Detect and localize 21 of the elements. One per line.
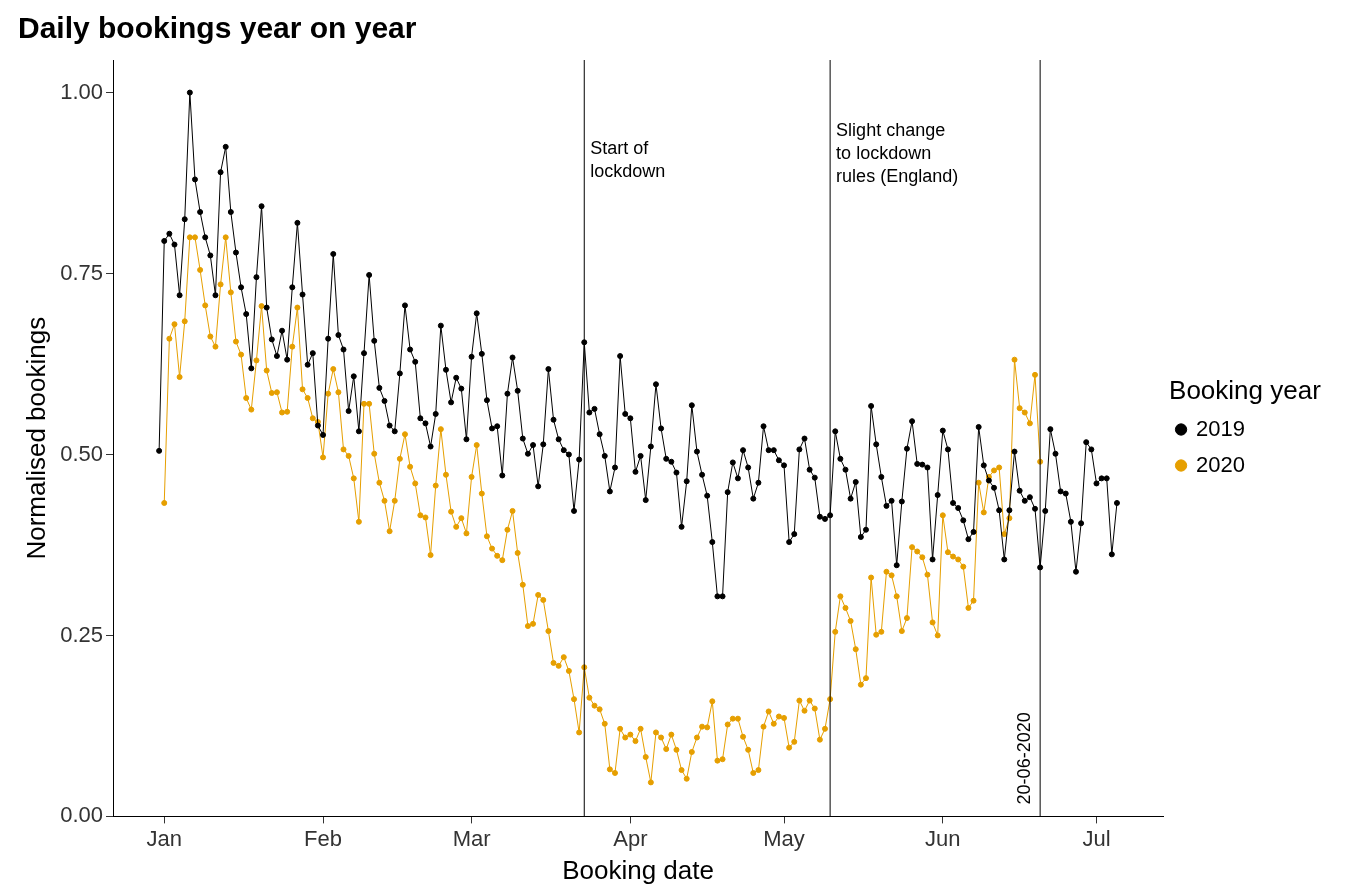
ref-line-label: Slight change to lockdown rules (England) [836,119,959,186]
legend-label: 2020 [1196,451,1246,477]
ref-line-label: Start of lockdown [590,137,666,181]
x-tick-label: Feb [304,825,342,851]
legend-label: 2019 [1196,415,1246,441]
x-tick-label: May [763,825,805,851]
x-tick-label: Jul [1082,825,1111,851]
x-tick-label: Apr [613,825,648,851]
chart-title: Daily bookings year on year [18,11,417,45]
y-tick-label: 1.00 [60,78,104,104]
y-tick-label: 0.25 [60,621,104,647]
legend-title: Booking year [1169,374,1322,405]
y-tick-label: 0.75 [60,259,104,285]
x-axis-title: Booking date [562,854,714,885]
y-tick-label: 0.00 [60,802,104,828]
y-tick-label: 0.50 [60,440,104,466]
x-tick-label: Mar [452,825,491,851]
x-tick-label: Jan [146,825,182,851]
y-axis-title: Normalised bookings [20,316,51,560]
x-tick-label: Jun [925,825,961,851]
ref-line-label: 20-06-2020 [1014,712,1035,805]
